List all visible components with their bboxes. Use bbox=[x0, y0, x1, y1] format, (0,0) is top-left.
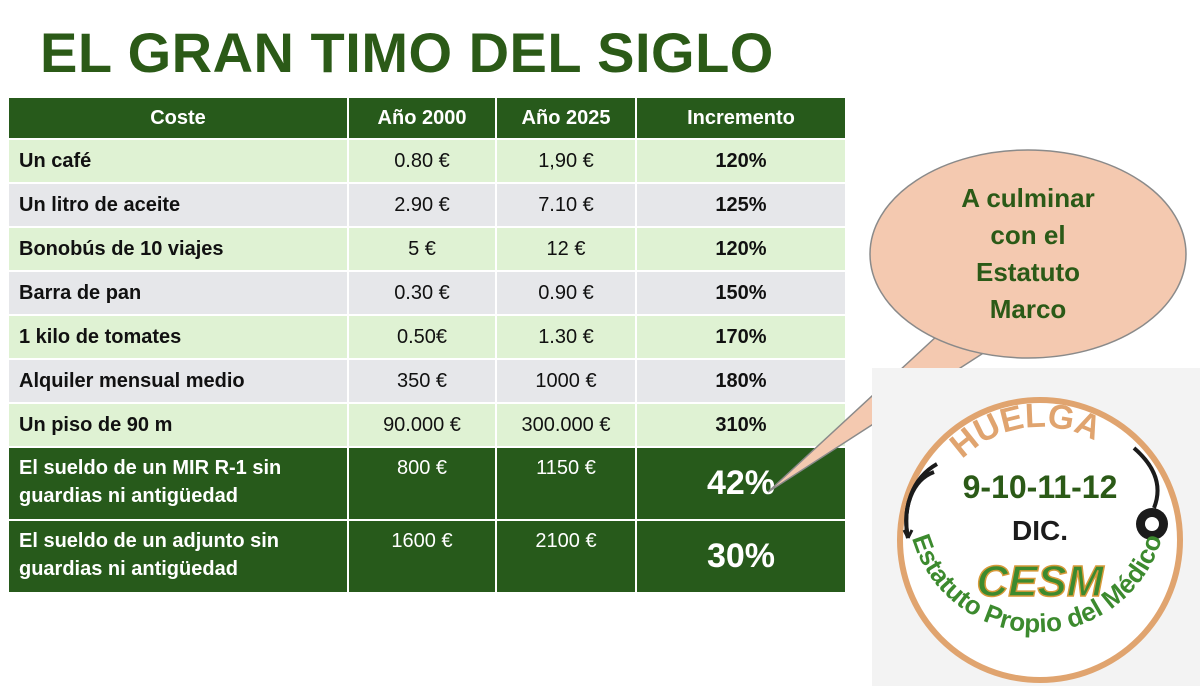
row-increase: 120% bbox=[635, 138, 847, 184]
row-y2025: 7.10 € bbox=[495, 182, 637, 228]
row-item: 1 kilo de tomates bbox=[7, 314, 349, 360]
badge-dates: 9-10-11-12 bbox=[963, 469, 1118, 505]
salary-y2000: 800 € bbox=[347, 446, 497, 521]
header-year-2000: Año 2000 bbox=[347, 96, 497, 140]
row-y2025: 1000 € bbox=[495, 358, 637, 404]
table-header-row: Coste Año 2000 Año 2025 Incremento bbox=[7, 96, 847, 140]
salary-y2025: 2100 € bbox=[495, 519, 637, 594]
row-y2025: 12 € bbox=[495, 226, 637, 272]
header-coste: Coste bbox=[7, 96, 349, 140]
cost-table: Coste Año 2000 Año 2025 Incremento Un ca… bbox=[7, 96, 847, 594]
row-increase: 310% bbox=[635, 402, 847, 448]
row-item: Un café bbox=[7, 138, 349, 184]
stethoscope-icon bbox=[902, 446, 1168, 540]
salary-row: El sueldo de un MIR R-1 sin guardias ni a… bbox=[7, 446, 847, 521]
table-row: Barra de pan 0.30 € 0.90 € 150% bbox=[7, 270, 847, 316]
table-row: Un piso de 90 m 90.000 € 300.000 € 310% bbox=[7, 402, 847, 448]
salary-y2000: 1600 € bbox=[347, 519, 497, 594]
row-y2000: 5 € bbox=[347, 226, 497, 272]
salary-y2025: 1150 € bbox=[495, 446, 637, 521]
row-y2025: 1,90 € bbox=[495, 138, 637, 184]
row-y2000: 350 € bbox=[347, 358, 497, 404]
bubble-line: con el bbox=[990, 220, 1066, 250]
table-row: Alquiler mensual medio 350 € 1000 € 180% bbox=[7, 358, 847, 404]
row-increase: 150% bbox=[635, 270, 847, 316]
row-y2000: 2.90 € bbox=[347, 182, 497, 228]
row-increase: 125% bbox=[635, 182, 847, 228]
strike-badge: HUELGA 9-10-11-12 DIC. CESM Estatuto Pro… bbox=[872, 368, 1200, 686]
row-y2000: 0.80 € bbox=[347, 138, 497, 184]
row-item: Un litro de aceite bbox=[7, 182, 349, 228]
salary-item: El sueldo de un adjunto sin guardias ni a… bbox=[7, 519, 349, 594]
speech-bubble: A culminar con el Estatuto Marco bbox=[870, 150, 1186, 358]
salary-item: El sueldo de un MIR R-1 sin guardias ni a… bbox=[7, 446, 349, 521]
table-row: 1 kilo de tomates 0.50€ 1.30 € 170% bbox=[7, 314, 847, 360]
table-row: Un café 0.80 € 1,90 € 120% bbox=[7, 138, 847, 184]
table-row: Bonobús de 10 viajes 5 € 12 € 120% bbox=[7, 226, 847, 272]
row-increase: 170% bbox=[635, 314, 847, 360]
row-y2000: 90.000 € bbox=[347, 402, 497, 448]
salary-increase: 30% bbox=[635, 519, 847, 594]
header-incremento: Incremento bbox=[635, 96, 847, 140]
badge-month: DIC. bbox=[1012, 515, 1068, 546]
salary-item-line2: guardias ni antigüedad bbox=[19, 558, 238, 580]
salary-item-line1: El sueldo de un MIR R-1 sin bbox=[19, 457, 282, 479]
table-row: Un litro de aceite 2.90 € 7.10 € 125% bbox=[7, 182, 847, 228]
row-item: Bonobús de 10 viajes bbox=[7, 226, 349, 272]
row-y2000: 0.50€ bbox=[347, 314, 497, 360]
row-y2025: 1.30 € bbox=[495, 314, 637, 360]
bubble-text: A culminar con el Estatuto Marco bbox=[870, 180, 1186, 328]
salary-item-line2: guardias ni antigüedad bbox=[19, 485, 238, 507]
bubble-line: Marco bbox=[989, 294, 1067, 324]
row-y2025: 0.90 € bbox=[495, 270, 637, 316]
page-title: EL GRAN TIMO DEL SIGLO bbox=[40, 21, 774, 84]
row-increase: 120% bbox=[635, 226, 847, 272]
cesm-logo: CESM bbox=[976, 557, 1104, 606]
bubble-line: A culminar bbox=[961, 183, 1095, 213]
salary-row: El sueldo de un adjunto sin guardias ni a… bbox=[7, 519, 847, 594]
header-year-2025: Año 2025 bbox=[495, 96, 637, 140]
bubble-line: Estatuto bbox=[976, 257, 1080, 287]
row-item: Alquiler mensual medio bbox=[7, 358, 349, 404]
row-y2000: 0.30 € bbox=[347, 270, 497, 316]
row-item: Un piso de 90 m bbox=[7, 402, 349, 448]
row-increase: 180% bbox=[635, 358, 847, 404]
salary-item-line1: El sueldo de un adjunto sin bbox=[19, 530, 280, 552]
row-item: Barra de pan bbox=[7, 270, 349, 316]
badge-ring bbox=[897, 397, 1183, 683]
row-y2025: 300.000 € bbox=[495, 402, 637, 448]
